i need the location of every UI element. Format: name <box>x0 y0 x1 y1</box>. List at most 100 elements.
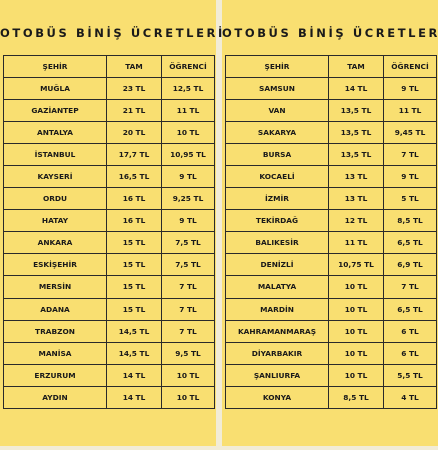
panel-title: OTOBÜS BİNİŞ ÜCRETLERİ <box>222 26 438 40</box>
city-cell: SAKARYA <box>225 121 329 145</box>
city-cell: MARDİN <box>225 297 329 321</box>
fare-table-right: ŞEHİR TAM ÖĞRENCİ SAMSUN 14 TL 9 TL VAN 13,5… <box>225 54 437 409</box>
student-fare-cell: 10 TL <box>161 121 215 145</box>
full-fare-cell: 20 TL <box>106 121 162 145</box>
table-row: HATAY 16 TL 9 TL <box>3 209 215 233</box>
student-fare-cell: 8,5 TL <box>383 209 437 233</box>
city-cell: ŞANLIURFA <box>225 363 329 387</box>
full-fare-cell: 17,7 TL <box>106 143 162 167</box>
student-fare-cell: 7 TL <box>383 275 437 299</box>
city-cell: DENİZLİ <box>225 253 329 277</box>
header-city: ŞEHİR <box>225 54 329 79</box>
table-row: BALIKESİR 11 TL 6,5 TL <box>225 231 437 255</box>
fare-panel-left: OTOBÜS BİNİŞ ÜCRETLERİ ŞEHİR TAM ÖĞRENCİ… <box>0 0 225 446</box>
student-fare-cell: 4 TL <box>383 385 437 409</box>
full-fare-cell: 10 TL <box>328 297 384 321</box>
table-body: MUĞLA 23 TL 12,5 TL GAZİANTEP 21 TL 11 TL ANTA… <box>3 77 215 409</box>
student-fare-cell: 9 TL <box>383 165 437 189</box>
table-row: AYDIN 14 TL 10 TL <box>3 385 215 409</box>
city-cell: BALIKESİR <box>225 231 329 255</box>
table-row: MANİSA 14,5 TL 9,5 TL <box>3 341 215 365</box>
fare-table-left: ŞEHİR TAM ÖĞRENCİ MUĞLA 23 TL 12,5 TL GAZİA… <box>3 54 215 409</box>
table-row: İSTANBUL 17,7 TL 10,95 TL <box>3 143 215 167</box>
table-row: ANTALYA 20 TL 10 TL <box>3 121 215 145</box>
full-fare-cell: 15 TL <box>106 231 162 255</box>
student-fare-cell: 9 TL <box>161 165 215 189</box>
full-fare-cell: 11 TL <box>328 231 384 255</box>
city-cell: BURSA <box>225 143 329 167</box>
student-fare-cell: 5,5 TL <box>383 363 437 387</box>
table-row: VAN 13,5 TL 11 TL <box>225 99 437 123</box>
full-fare-cell: 23 TL <box>106 77 162 101</box>
city-cell: ESKİŞEHİR <box>3 253 107 277</box>
header-full-fare: TAM <box>106 54 162 79</box>
table-row: KAHRAMANMARAŞ 10 TL 6 TL <box>225 319 437 343</box>
full-fare-cell: 16,5 TL <box>106 165 162 189</box>
table-row: SAKARYA 13,5 TL 9,45 TL <box>225 121 437 145</box>
full-fare-cell: 21 TL <box>106 99 162 123</box>
full-fare-cell: 10,75 TL <box>328 253 384 277</box>
student-fare-cell: 7 TL <box>161 275 215 299</box>
full-fare-cell: 14 TL <box>106 385 162 409</box>
city-cell: KAHRAMANMARAŞ <box>225 319 329 343</box>
city-cell: ERZURUM <box>3 363 107 387</box>
student-fare-cell: 6 TL <box>383 319 437 343</box>
city-cell: GAZİANTEP <box>3 99 107 123</box>
full-fare-cell: 13 TL <box>328 165 384 189</box>
table-row: MERSİN 15 TL 7 TL <box>3 275 215 299</box>
city-cell: MUĞLA <box>3 77 107 101</box>
city-cell: ORDU <box>3 187 107 211</box>
student-fare-cell: 11 TL <box>383 99 437 123</box>
student-fare-cell: 5 TL <box>383 187 437 211</box>
city-cell: İSTANBUL <box>3 143 107 167</box>
city-cell: MERSİN <box>3 275 107 299</box>
city-cell: MANİSA <box>3 341 107 365</box>
full-fare-cell: 16 TL <box>106 209 162 233</box>
full-fare-cell: 12 TL <box>328 209 384 233</box>
full-fare-cell: 10 TL <box>328 363 384 387</box>
full-fare-cell: 15 TL <box>106 275 162 299</box>
city-cell: KAYSERİ <box>3 165 107 189</box>
full-fare-cell: 14,5 TL <box>106 341 162 365</box>
student-fare-cell: 11 TL <box>161 99 215 123</box>
table-row: DİYARBAKIR 10 TL 6 TL <box>225 341 437 365</box>
city-cell: TRABZON <box>3 319 107 343</box>
student-fare-cell: 7,5 TL <box>161 231 215 255</box>
fare-panel-right: OTOBÜS BİNİŞ ÜCRETLERİ ŞEHİR TAM ÖĞRENCİ… <box>222 0 438 446</box>
full-fare-cell: 10 TL <box>328 341 384 365</box>
full-fare-cell: 16 TL <box>106 187 162 211</box>
city-cell: HATAY <box>3 209 107 233</box>
student-fare-cell: 6 TL <box>383 341 437 365</box>
table-row: İZMİR 13 TL 5 TL <box>225 187 437 211</box>
table-row: MARDİN 10 TL 6,5 TL <box>225 297 437 321</box>
table-row: MUĞLA 23 TL 12,5 TL <box>3 77 215 101</box>
student-fare-cell: 6,5 TL <box>383 231 437 255</box>
city-cell: İZMİR <box>225 187 329 211</box>
table-header-row: ŞEHİR TAM ÖĞRENCİ <box>3 54 215 79</box>
student-fare-cell: 7 TL <box>161 319 215 343</box>
table-row: ORDU 16 TL 9,25 TL <box>3 187 215 211</box>
student-fare-cell: 9,45 TL <box>383 121 437 145</box>
student-fare-cell: 12,5 TL <box>161 77 215 101</box>
table-row: ADANA 15 TL 7 TL <box>3 297 215 321</box>
city-cell: ANKARA <box>3 231 107 255</box>
table-row: ŞANLIURFA 10 TL 5,5 TL <box>225 363 437 387</box>
city-cell: TEKİRDAĞ <box>225 209 329 233</box>
student-fare-cell: 7 TL <box>161 297 215 321</box>
student-fare-cell: 6,9 TL <box>383 253 437 277</box>
full-fare-cell: 10 TL <box>328 319 384 343</box>
student-fare-cell: 7 TL <box>383 143 437 167</box>
table-row: TEKİRDAĞ 12 TL 8,5 TL <box>225 209 437 233</box>
city-cell: KOCAELİ <box>225 165 329 189</box>
student-fare-cell: 7,5 TL <box>161 253 215 277</box>
student-fare-cell: 10 TL <box>161 363 215 387</box>
panel-title: OTOBÜS BİNİŞ ÜCRETLERİ <box>0 26 225 40</box>
table-row: KOCAELİ 13 TL 9 TL <box>225 165 437 189</box>
full-fare-cell: 8,5 TL <box>328 385 384 409</box>
full-fare-cell: 13 TL <box>328 187 384 211</box>
student-fare-cell: 9 TL <box>383 77 437 101</box>
header-city: ŞEHİR <box>3 54 107 79</box>
student-fare-cell: 9,5 TL <box>161 341 215 365</box>
city-cell: DİYARBAKIR <box>225 341 329 365</box>
full-fare-cell: 14 TL <box>328 77 384 101</box>
